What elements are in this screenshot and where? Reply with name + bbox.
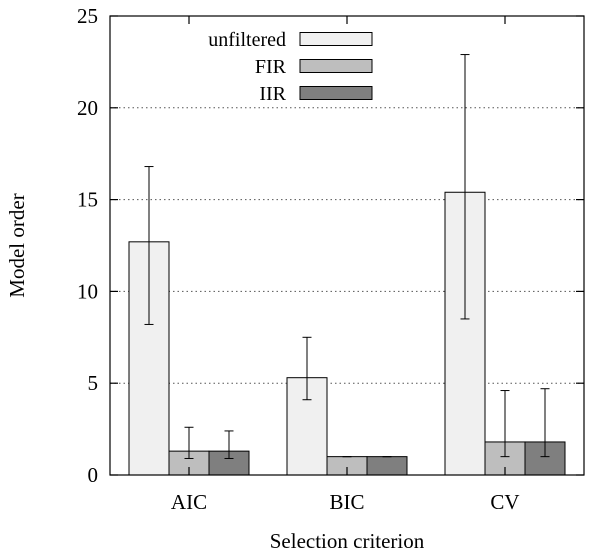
x-tick-label: CV [490, 490, 519, 514]
y-tick-label: 0 [88, 463, 99, 487]
axis-ticks: 0 5 10 15 20 25 AIC BIC CV [77, 4, 584, 514]
grid-lines [110, 107, 584, 384]
legend-label: IIR [259, 83, 286, 105]
x-axis-label: Selection criterion [270, 529, 425, 553]
legend-swatch [299, 86, 373, 100]
x-tick-label: BIC [329, 490, 364, 514]
y-tick-label: 5 [88, 371, 99, 395]
bar [366, 456, 408, 476]
y-tick-label: 20 [77, 96, 98, 120]
y-tick-label: 10 [77, 279, 98, 303]
legend-label: unfiltered [208, 29, 286, 51]
legend-label: FIR [255, 56, 287, 78]
error-bars [144, 54, 550, 459]
legend-swatch [299, 32, 373, 46]
legend-swatch [299, 59, 373, 73]
y-axis-label: Model order [5, 193, 29, 297]
bars [128, 191, 566, 476]
y-tick-label: 25 [77, 4, 98, 28]
plot-frame [109, 15, 585, 476]
x-tick-label: AIC [171, 490, 207, 514]
legend: unfiltered FIR IIR [208, 29, 373, 105]
y-tick-label: 15 [77, 188, 98, 212]
